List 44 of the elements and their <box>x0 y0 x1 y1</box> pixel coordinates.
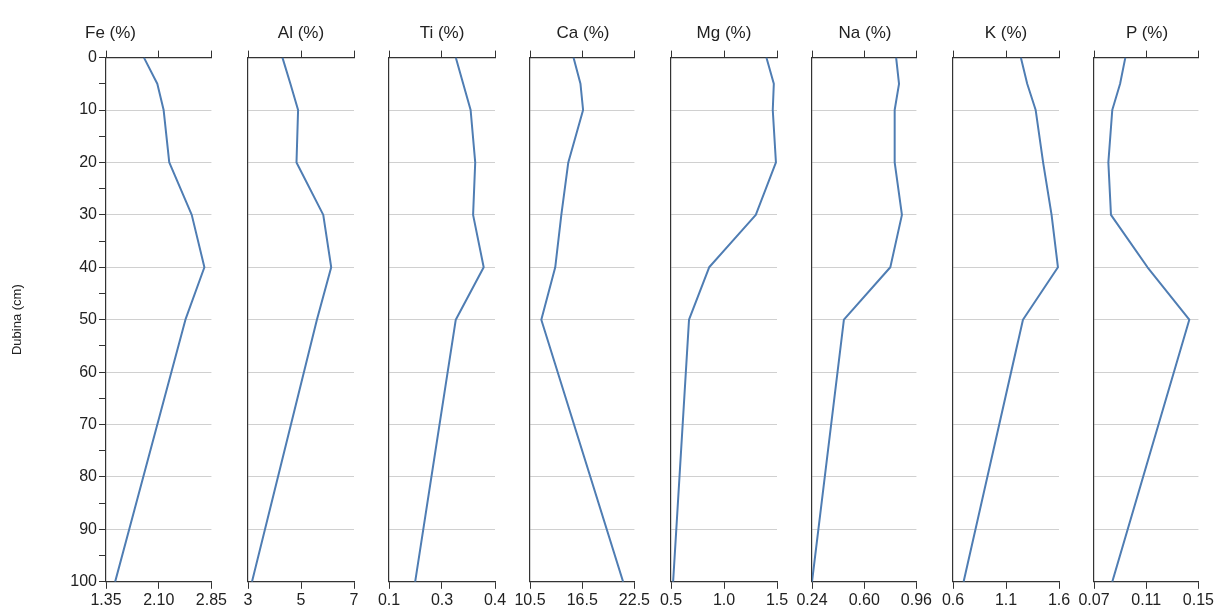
chart-title: K (%) <box>984 22 1028 42</box>
y-tick-label: 90 <box>79 519 98 537</box>
x-tick-label: 1.0 <box>712 590 736 608</box>
chart-title: Al (%) <box>277 22 325 42</box>
chart-title: Fe (%) <box>85 22 136 42</box>
y-tick-label: 50 <box>79 310 98 328</box>
y-tick-label: 20 <box>79 152 98 170</box>
x-tick-label: 0.1 <box>377 590 401 608</box>
chart-title: P (%) <box>1125 22 1169 42</box>
x-tick-label: 0.5 <box>659 590 683 608</box>
y-tick-label: 40 <box>79 257 98 275</box>
x-tick-label: 22.5 <box>618 590 651 608</box>
y-tick-label: 70 <box>79 414 98 432</box>
x-tick-label: 0.3 <box>430 590 454 608</box>
x-tick-label: 1.35 <box>90 590 122 608</box>
y-tick-label: 0 <box>88 48 98 66</box>
y-tick-label: 10 <box>79 100 98 118</box>
x-tick-label: 7 <box>349 590 359 608</box>
y-tick-label: 60 <box>79 362 98 380</box>
x-tick-label: 0.6 <box>941 590 965 608</box>
x-tick-label: 0.96 <box>900 590 933 608</box>
chart-title: Ca (%) <box>556 22 610 42</box>
x-tick-label: 0.11 <box>1131 590 1162 608</box>
x-tick-label: 2.10 <box>143 590 175 608</box>
x-tick-label: 1.6 <box>1047 590 1071 608</box>
y-tick-label: 100 <box>70 572 98 590</box>
x-tick-label: 0.15 <box>1182 590 1215 608</box>
x-tick-label: 10.5 <box>514 590 546 608</box>
x-tick-label: 5 <box>296 590 306 608</box>
x-tick-label: 16.5 <box>566 590 598 608</box>
y-tick-label: 80 <box>79 467 98 485</box>
chart-title: Ti (%) <box>419 22 465 42</box>
x-tick-label: 0.4 <box>483 590 507 608</box>
chart-title: Na (%) <box>838 22 892 42</box>
x-tick-label: 1.5 <box>765 590 789 608</box>
y-tick-label: 30 <box>79 205 98 223</box>
x-tick-label: 0.24 <box>796 590 828 608</box>
x-tick-label: 0.07 <box>1078 590 1110 608</box>
x-tick-label: 1.1 <box>994 590 1018 608</box>
x-tick-label: 0.60 <box>848 590 880 608</box>
y-axis-title: Dubina (cm) <box>9 284 25 356</box>
x-tick-label: 2.85 <box>195 590 228 608</box>
x-tick-label: 3 <box>243 590 253 608</box>
chart-title: Mg (%) <box>696 22 752 42</box>
